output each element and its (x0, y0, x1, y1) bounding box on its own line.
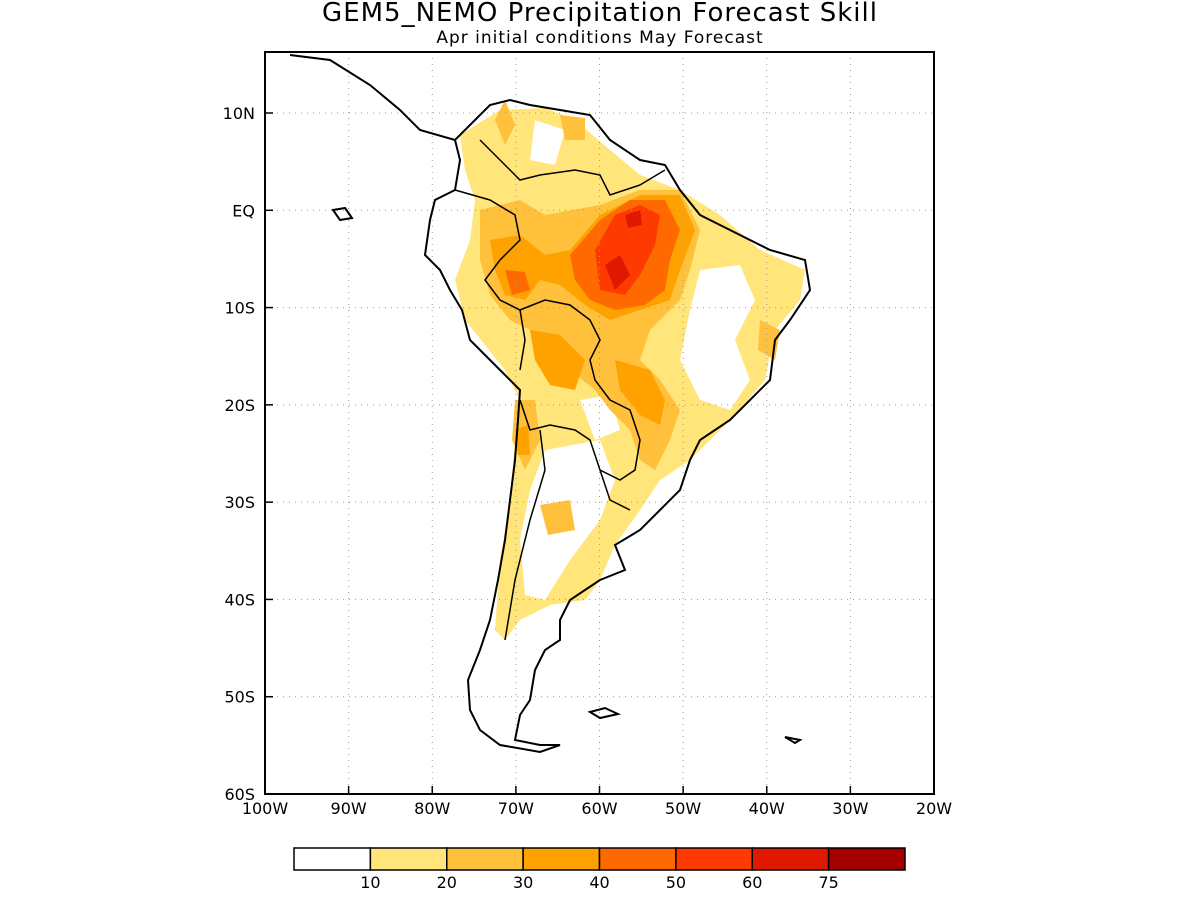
colorbar: 10 20 30 40 50 60 75 (293, 847, 906, 892)
colorbar-label: 40 (589, 873, 609, 892)
map-subtitle: Apr initial conditions May Forecast (436, 28, 764, 48)
colorbar-label: 75 (818, 873, 838, 892)
colorbar-swatch (827, 847, 906, 871)
lon-tick-label: 80W (414, 799, 450, 818)
colorbar-label: 50 (666, 873, 686, 892)
lon-tick-label: 50W (665, 799, 701, 818)
lat-tick-label: 50S (224, 688, 255, 707)
colorbar-swatch (293, 847, 372, 871)
colorbar-swatch (598, 847, 677, 871)
lon-tick-label: 40W (749, 799, 785, 818)
map-graticule (264, 52, 935, 795)
lon-tick-label: 100W (242, 799, 289, 818)
colorbar-swatch (675, 847, 753, 871)
latitude-labels: 10N EQ 10S 20S 30S 40S 50S 60S (223, 104, 255, 804)
colorbar-label: 60 (742, 873, 762, 892)
lat-tick-label: 60S (224, 785, 255, 804)
lon-tick-label: 20W (916, 799, 952, 818)
lon-tick-label: 60W (581, 799, 617, 818)
colorbar-label: 30 (513, 873, 533, 892)
lat-tick-label: 40S (224, 590, 255, 609)
country-borders (454, 139, 666, 641)
lat-tick-label: 20S (224, 396, 255, 415)
lon-tick-label: 70W (498, 799, 534, 818)
colorbar-swatch (369, 847, 448, 871)
galapagos-islands (331, 206, 354, 222)
skill-region-60-75 (605, 210, 642, 290)
lat-tick-label: 10N (223, 104, 255, 123)
colorbar-label: 10 (360, 873, 380, 892)
lon-tick-label: 90W (331, 799, 367, 818)
longitude-labels: 100W 90W 80W 70W 60W 50W 40W 30W 20W (242, 799, 952, 818)
lat-tick-label: 10S (224, 299, 255, 318)
skill-shading (420, 100, 805, 640)
skill-region-20-30 (480, 100, 780, 535)
south-america-coastline (289, 54, 812, 754)
colorbar-label: 20 (437, 873, 457, 892)
colorbar-swatch (751, 847, 830, 871)
lat-tick-label: 30S (224, 493, 255, 512)
coastlines (289, 54, 812, 754)
lat-tick-label: EQ (232, 201, 255, 220)
falkland-islands (587, 706, 622, 720)
lon-tick-label: 30W (832, 799, 868, 818)
plot-frame (264, 51, 935, 795)
south-georgia-island (784, 736, 803, 745)
colorbar-swatch (522, 847, 601, 871)
colorbar-swatch (446, 847, 524, 871)
map-title: GEM5_NEMO Precipitation Forecast Skill (322, 0, 878, 28)
